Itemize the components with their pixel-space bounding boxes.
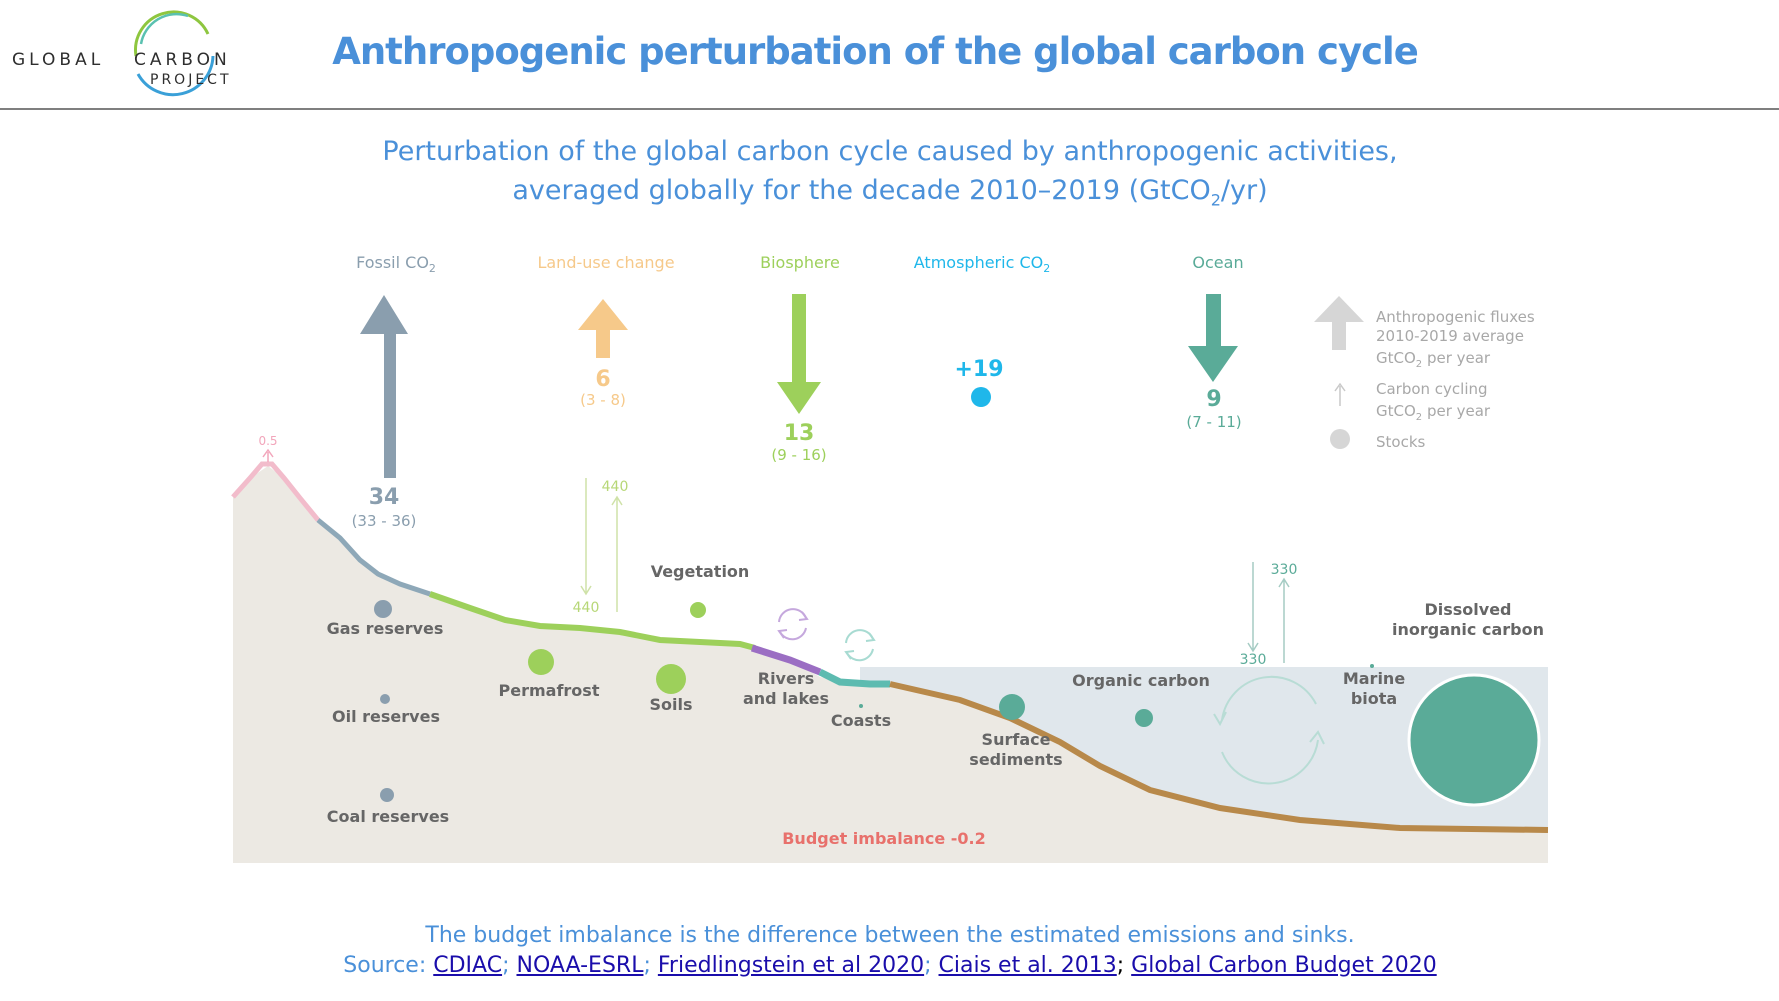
fossil-flux-value: 34 [369, 485, 400, 510]
source-link-ciais[interactable]: Ciais et al. 2013 [938, 953, 1117, 978]
legend-fluxes-line-2: 2010-2019 average [1376, 327, 1524, 345]
gas-reserves-stock [374, 600, 392, 618]
carbon-cycle-diagram: Fossil CO2 Land-use change Biosphere Atm… [231, 253, 1549, 863]
biosphere-flux-value: 13 [784, 421, 815, 446]
ocean-circulation-icon [1213, 675, 1325, 785]
atmospheric-growth-value: +19 [954, 357, 1003, 382]
legend-cycling-line-1: Carbon cycling [1376, 380, 1488, 398]
logo-word-global: GLOBAL [12, 50, 105, 70]
source-link-friedlingstein[interactable]: Friedlingstein et al 2020 [657, 953, 925, 978]
permafrost-label: Permafrost [499, 681, 600, 700]
ocean-release-cycling-value: 330 [1271, 562, 1298, 578]
organic-carbon-label: Organic carbon [1072, 671, 1210, 690]
surface-sediments-stock [999, 694, 1025, 720]
header-ocean: Ocean [1192, 253, 1243, 272]
marine-biota-label-line-1: Marine [1343, 669, 1405, 688]
page-title: Anthropogenic perturbation of the global… [332, 30, 1419, 73]
diagram-subtitle-line-2: averaged globally for the decade 2010–20… [512, 175, 1268, 210]
coast-surface [818, 668, 890, 688]
organic-carbon-stock [1135, 709, 1153, 727]
landuse-flux-arrow [578, 299, 628, 358]
marine-biota-label-line-2: biota [1351, 689, 1397, 708]
biosphere-flux-range: (9 - 16) [771, 446, 826, 464]
header-atmospheric: Atmospheric CO2 [914, 253, 1050, 275]
vegetated-surface [429, 591, 756, 651]
volcanic-flux-value: 0.5 [258, 434, 277, 448]
ocean-flux-value: 9 [1206, 387, 1221, 412]
legend-stock-icon [1330, 429, 1350, 449]
ocean-uptake-cycling-value: 330 [1240, 652, 1267, 668]
rivers-label-line-1: Rivers [758, 669, 815, 688]
legend-flux-arrow-icon [1314, 296, 1364, 350]
source-link-global-carbon-budget[interactable]: Global Carbon Budget 2020 [1131, 953, 1437, 978]
coasts-stock [859, 704, 863, 708]
biosphere-flux-arrow [777, 294, 821, 414]
header-fossil: Fossil CO2 [356, 253, 436, 275]
vegetation-label: Vegetation [651, 562, 750, 581]
rivers-label-line-2: and lakes [743, 689, 829, 708]
dissolved-inorganic-carbon-stock [1407, 673, 1541, 807]
coal-reserves-stock [380, 788, 394, 802]
landuse-flux-range: (3 - 8) [580, 391, 626, 409]
sediments-label-line-1: Surface [982, 730, 1051, 749]
gas-reserves-label: Gas reserves [327, 619, 444, 638]
legend-stocks-label: Stocks [1376, 433, 1426, 451]
sediments-label-line-2: sediments [969, 750, 1062, 769]
land-release-cycling-arrow [611, 495, 623, 612]
source-link-cdiac[interactable]: CDIAC [433, 953, 503, 978]
landuse-flux-value: 6 [595, 367, 610, 392]
volcanic-flux-arrow [262, 448, 274, 462]
legend-cycling-arrow-icon [1334, 382, 1346, 406]
oil-reserves-stock [380, 694, 390, 704]
logo-arc-icon [134, 10, 215, 97]
rivers-cycling-icon [777, 608, 809, 641]
land-release-cycling-value: 440 [602, 479, 629, 495]
header-divider [0, 108, 1779, 110]
diagram-subtitle-line-1: Perturbation of the global carbon cycle … [382, 136, 1398, 167]
fossil-flux-arrow [360, 295, 408, 478]
sediment-surface [889, 681, 1549, 833]
ocean-flux-range: (7 - 11) [1186, 413, 1241, 431]
source-label: Source: [343, 953, 434, 978]
dic-label-line-1: Dissolved [1424, 600, 1511, 619]
footer-note: The budget imbalance is the difference b… [425, 923, 1355, 948]
ocean-release-cycling-arrow [1278, 577, 1290, 663]
volcano-outline [231, 461, 320, 522]
dic-label-line-2: inorganic carbon [1392, 620, 1544, 639]
coasts-label: Coasts [831, 711, 891, 730]
soils-stock [656, 664, 686, 694]
header-biosphere: Biosphere [760, 253, 840, 272]
logo-word-carbon: CARBON [134, 50, 231, 70]
budget-imbalance-label: Budget imbalance -0.2 [782, 829, 986, 848]
soils-label: Soils [649, 695, 692, 714]
marine-biota-stock [1370, 664, 1374, 668]
land-mass [233, 466, 1548, 863]
logo-word-project: PROJECT [150, 72, 232, 88]
fossil-flux-range: (33 - 36) [352, 512, 417, 530]
legend-fluxes-line-1: Anthropogenic fluxes [1376, 308, 1535, 326]
oil-reserves-label: Oil reserves [332, 707, 440, 726]
permafrost-stock [528, 649, 554, 675]
ocean-flux-arrow [1188, 294, 1238, 382]
footer-source: Source: CDIAC; NOAA-ESRL; Friedlingstein… [343, 953, 1437, 978]
legend-fluxes-line-3: GtCO2 per year [1376, 349, 1491, 370]
coasts-cycling-icon [844, 629, 876, 662]
source-link-noaa-esrl[interactable]: NOAA-ESRL [516, 953, 644, 978]
legend-cycling-line-2: GtCO2 per year [1376, 402, 1491, 423]
land-uptake-cycling-value: 440 [573, 600, 600, 616]
river-surface [750, 644, 822, 676]
fossil-surface [316, 518, 431, 597]
land-uptake-cycling-arrow [580, 478, 592, 596]
atmospheric-stock-dot [971, 387, 991, 407]
vegetation-stock [690, 602, 706, 618]
global-carbon-project-logo: GLOBAL CARBON PROJECT [8, 4, 258, 104]
header-landuse: Land-use change [537, 253, 674, 272]
coal-reserves-label: Coal reserves [327, 807, 449, 826]
ocean-uptake-cycling-arrow [1247, 562, 1259, 653]
